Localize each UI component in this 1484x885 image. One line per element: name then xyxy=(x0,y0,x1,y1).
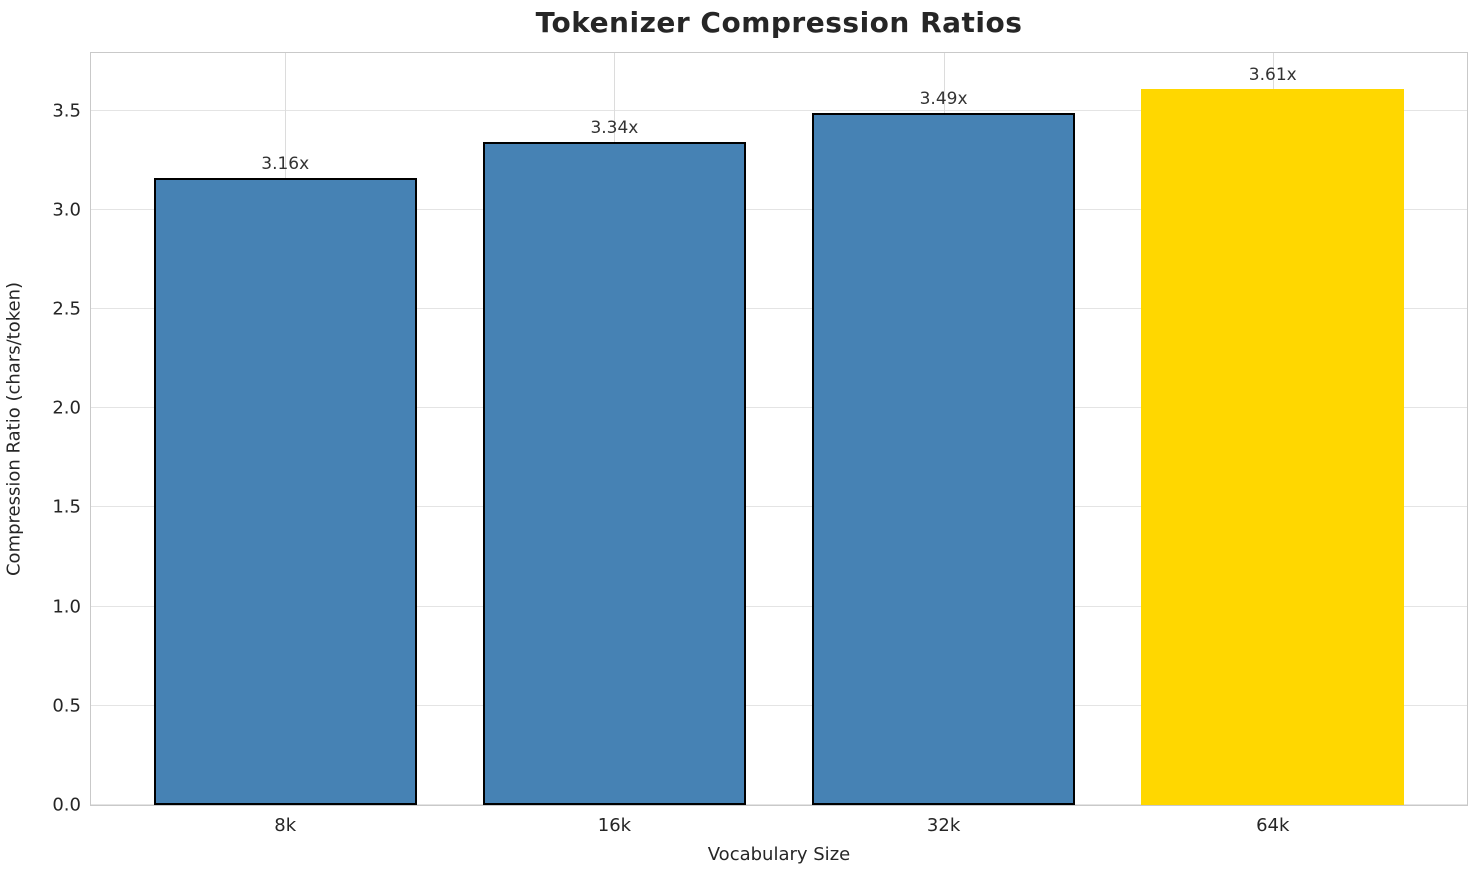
h-gridline xyxy=(91,506,1467,508)
bar-value-label: 3.34x xyxy=(590,118,639,139)
y-tick-label: 2.0 xyxy=(52,397,81,419)
bar-32k xyxy=(811,112,1076,805)
chart-title: Tokenizer Compression Ratios xyxy=(535,6,1023,39)
y-axis-label: Compression Ratio (chars/token) xyxy=(3,281,25,577)
bar-64k xyxy=(1141,88,1405,805)
h-gridline xyxy=(91,307,1467,309)
y-tick-label: 2.5 xyxy=(52,298,81,320)
x-axis-label: Vocabulary Size xyxy=(707,844,851,865)
x-tick-label: 64k xyxy=(1256,815,1290,836)
h-gridline xyxy=(91,407,1467,409)
bar-16k xyxy=(482,142,747,805)
h-gridline xyxy=(91,208,1467,210)
h-gridline xyxy=(91,109,1467,111)
h-gridline xyxy=(91,605,1467,607)
x-tick-label: 32k xyxy=(926,815,961,836)
y-tick-label: 3.5 xyxy=(52,100,81,122)
bar-value-label: 3.49x xyxy=(919,88,968,109)
bar-8k xyxy=(153,178,417,805)
h-gridline xyxy=(91,804,1467,805)
x-tick-label: 16k xyxy=(597,815,632,836)
bar-value-label: 3.61x xyxy=(1248,64,1297,85)
y-tick-label: 1.0 xyxy=(52,596,81,618)
bar-value-label: 3.16x xyxy=(261,154,310,175)
x-tick-label: 8k xyxy=(274,815,297,836)
y-tick-label: 1.5 xyxy=(52,496,81,518)
h-gridline xyxy=(91,704,1467,706)
y-tick-label: 3.0 xyxy=(52,199,81,221)
y-tick-label: 0.5 xyxy=(52,695,81,717)
y-tick-label: 0.0 xyxy=(52,794,81,816)
plot-area: 0.0 0.5 1.0 1.5 2.0 2.5 3.0 3.5 3.16x 8k 3.34x 16k 3… xyxy=(52,52,1468,836)
